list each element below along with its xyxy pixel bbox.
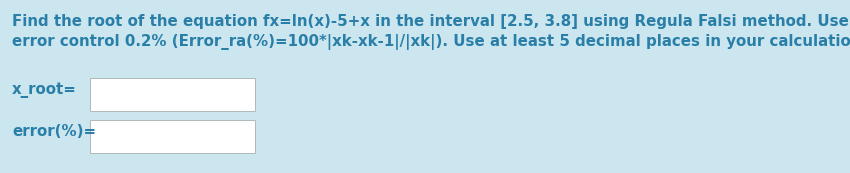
- Text: x_root=: x_root=: [12, 82, 76, 98]
- Text: error control 0.2% (Error_ra(%)=100*|xk-xk-1|/|xk|). Use at least 5 decimal plac: error control 0.2% (Error_ra(%)=100*|xk-…: [12, 34, 850, 50]
- FancyBboxPatch shape: [90, 120, 255, 153]
- Text: error(%)=: error(%)=: [12, 124, 96, 139]
- Text: Find the root of the equation fx=ln(x)-5+x in the interval [2.5, 3.8] using Regu: Find the root of the equation fx=ln(x)-5…: [12, 14, 850, 29]
- FancyBboxPatch shape: [90, 78, 255, 111]
